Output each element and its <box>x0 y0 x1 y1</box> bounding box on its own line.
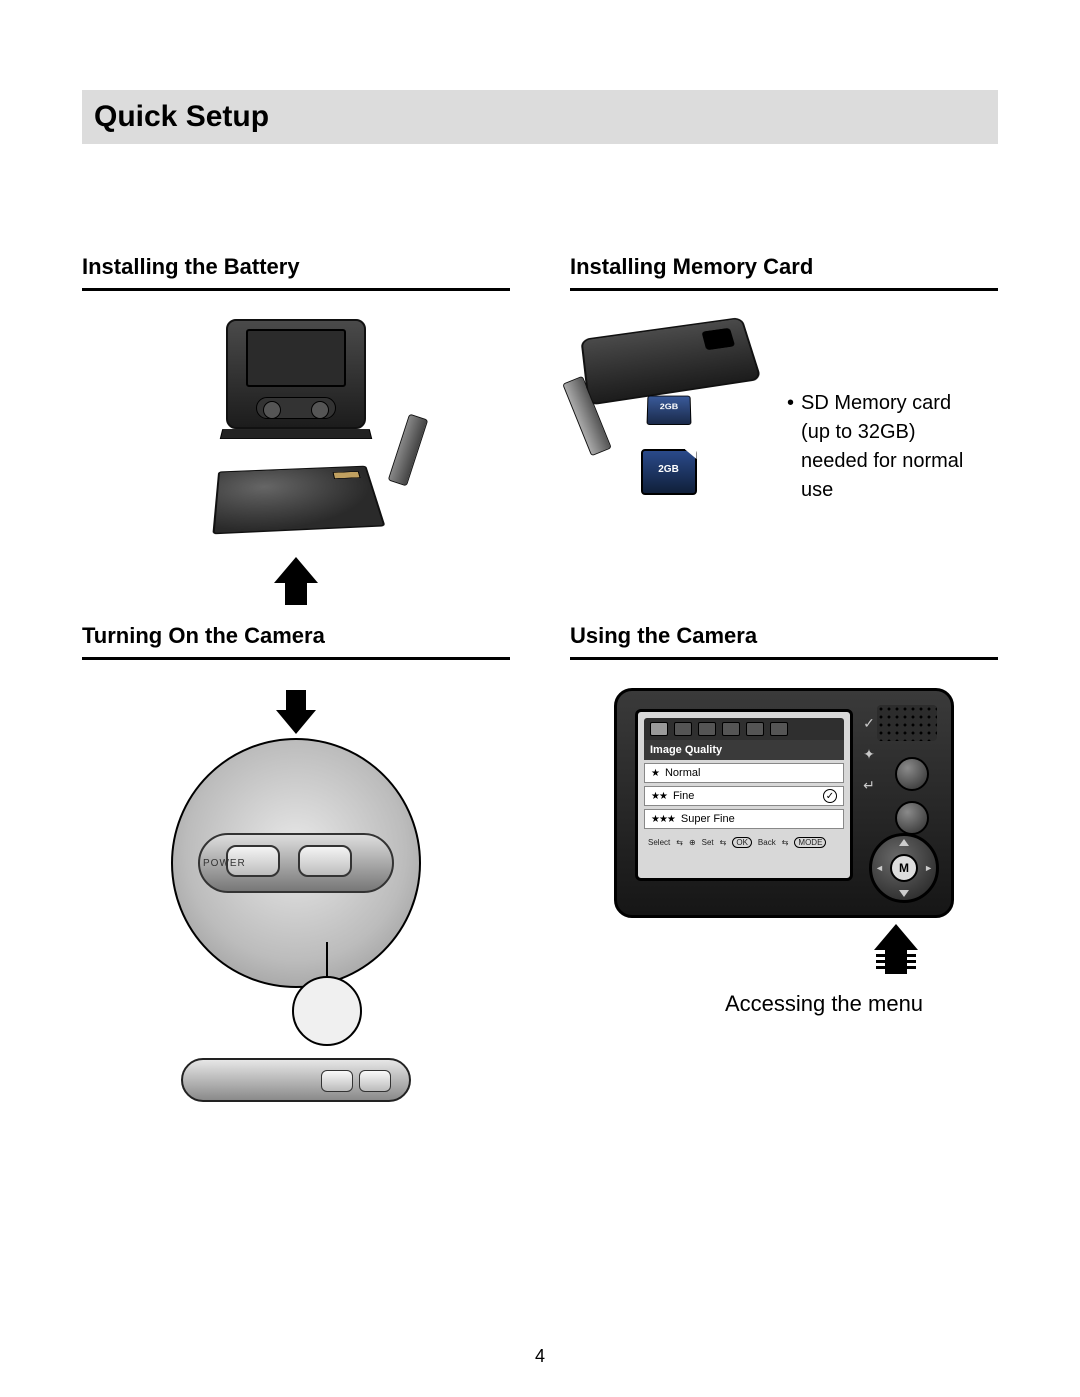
section-memory-card: Installing Memory Card 2GB 2GB •SD Memor… <box>570 254 998 583</box>
section-heading: Turning On the Camera <box>82 623 510 660</box>
memory-card-note: •SD Memory card (up to 32GB) needed for … <box>787 319 998 505</box>
battery-illustration <box>82 319 510 583</box>
bottom-button-icon <box>895 801 929 835</box>
magnifier-circle-icon: POWER <box>171 738 421 988</box>
illustration-caption: Accessing the menu <box>644 991 1004 1017</box>
using-camera-illustration: Image Quality ★ Normal ★★ Fine ✓ ★★★ <box>604 688 964 1017</box>
section-turning-on: Turning On the Camera POWER <box>82 623 510 1102</box>
dpad-icon: ◄ ► M <box>869 833 939 903</box>
menu-tabs <box>644 718 844 740</box>
shutter-button-icon <box>298 845 352 877</box>
arrow-up-icon <box>874 924 918 950</box>
title-bar: Quick Setup <box>82 90 998 144</box>
power-on-illustration: POWER <box>161 688 431 1102</box>
check-icon: ✓ <box>861 715 877 732</box>
check-icon: ✓ <box>823 789 837 803</box>
menu-row: ★★★ Super Fine <box>644 809 844 829</box>
camera-side-icon <box>181 1058 411 1102</box>
memory-card-illustration: 2GB 2GB <box>570 319 767 495</box>
screen-side-icons: ✓ ✦ ↵ <box>861 715 877 794</box>
content-grid: Installing the Battery Installing Memory… <box>82 254 998 1102</box>
timer-icon: ✦ <box>861 746 877 763</box>
callout-circle-icon <box>292 976 362 1046</box>
page-number: 4 <box>0 1346 1080 1367</box>
section-heading: Installing Memory Card <box>570 254 998 291</box>
power-label: POWER <box>203 858 246 869</box>
arrow-up-icon <box>274 557 318 583</box>
menu-footer: Select⇆ ⊕ Set⇆ OK Back⇆ MODE <box>644 835 844 850</box>
camera-back-icon <box>226 319 366 429</box>
section-heading: Using the Camera <box>570 623 998 660</box>
speaker-grille-icon <box>877 705 937 741</box>
section-battery: Installing the Battery <box>82 254 510 583</box>
sd-card-icon: 2GB <box>641 449 697 495</box>
menu-header: Image Quality <box>644 740 844 760</box>
arrow-down-icon <box>276 710 316 734</box>
camera-back-detailed-icon: Image Quality ★ Normal ★★ Fine ✓ ★★★ <box>614 688 954 918</box>
arrow-motion-lines-icon <box>876 954 916 969</box>
manual-page: Quick Setup Installing the Battery <box>0 0 1080 1397</box>
menu-row: ★ Normal <box>644 763 844 783</box>
page-title: Quick Setup <box>94 100 986 134</box>
camera-top-icon <box>580 317 761 406</box>
top-button-icon <box>895 757 929 791</box>
menu-row: ★★ Fine ✓ <box>644 786 844 806</box>
battery-icon <box>212 466 385 535</box>
lcd-screen: Image Quality ★ Normal ★★ Fine ✓ ★★★ <box>635 709 853 881</box>
return-icon: ↵ <box>861 777 877 794</box>
sd-card-inserting-icon: 2GB <box>646 396 691 425</box>
battery-door-icon <box>388 414 429 487</box>
section-heading: Installing the Battery <box>82 254 510 291</box>
section-using-camera: Using the Camera Image Quality ★ Normal <box>570 623 998 1102</box>
